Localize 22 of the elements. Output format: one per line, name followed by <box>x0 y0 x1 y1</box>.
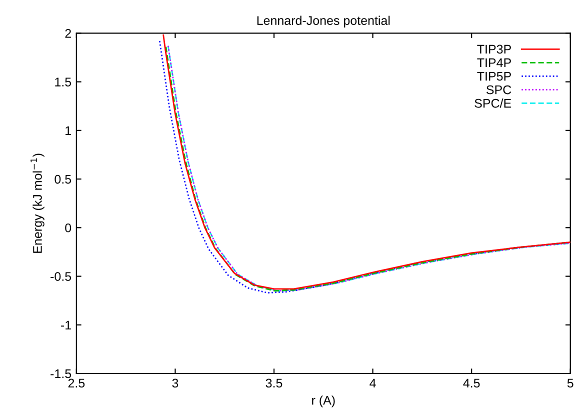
chart-title: Lennard-Jones potential <box>257 16 390 28</box>
legend-label: TIP5P <box>477 72 511 81</box>
x-tick-label: 4 <box>370 378 376 388</box>
y-tick-label: -1.5 <box>50 369 72 378</box>
y-tick-label: 0.5 <box>54 174 72 184</box>
y-tick-label: 0 <box>65 223 72 232</box>
y-tick-label: -1 <box>61 320 71 330</box>
y-tick-label: 2 <box>65 29 71 38</box>
y-tick-label: 1 <box>66 126 71 135</box>
x-tick-label: 4.5 <box>463 378 480 388</box>
x-tick-label: 5 <box>567 378 574 388</box>
x-axis-title: r (A) <box>312 396 335 408</box>
x-tick-label: 3 <box>172 378 178 388</box>
legend-label: SPC <box>486 85 512 94</box>
y-tick-label: 1.5 <box>55 78 72 86</box>
x-tick-label: 2.5 <box>68 378 85 388</box>
legend-label: SPC/E <box>474 98 512 108</box>
y-axis-title: Energy (kJ mol$^{−1}$) <box>30 154 44 253</box>
legend-label: TIP3P <box>477 44 511 54</box>
y-tick-label: -0.5 <box>50 272 72 281</box>
x-tick-label: 3.5 <box>266 378 282 388</box>
legend-label: TIP4P <box>477 58 511 68</box>
